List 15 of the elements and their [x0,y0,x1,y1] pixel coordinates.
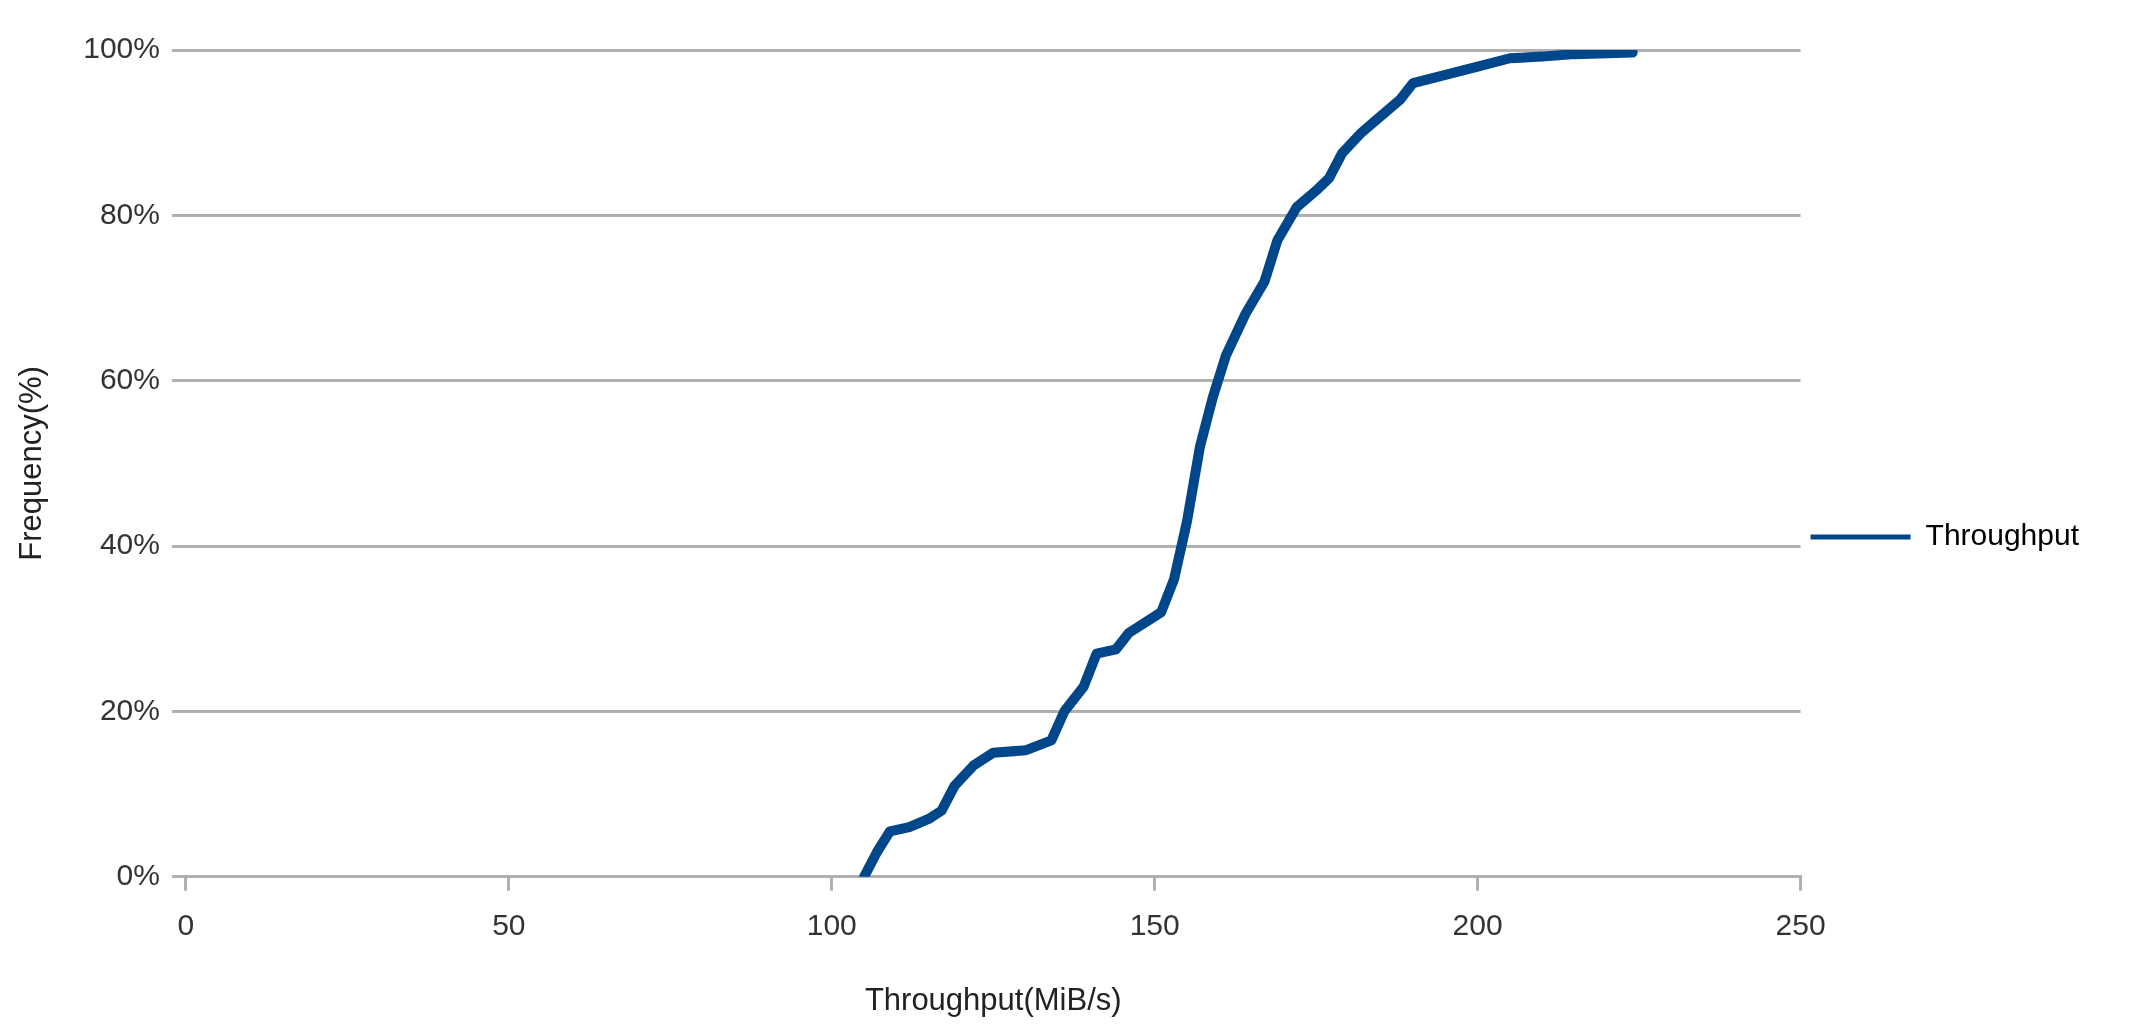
y-tick-label: 40% [99,527,160,561]
x-tick-label: 0 [177,908,195,942]
y-tick-label: 60% [99,361,160,395]
y-tick-label: 100% [83,31,160,65]
legend-label: Throughput [1925,518,2080,552]
y-tick-label: 80% [99,196,160,230]
x-axis-title: Throughput(MiB/s) [864,981,1122,1017]
x-tick-label: 250 [1775,908,1826,942]
x-tick-label: 50 [492,908,526,942]
y-tick-label: 20% [99,692,160,726]
y-axis-title: Frequency(%) [13,366,49,561]
x-tick-label: 100 [806,908,857,942]
x-tick-label: 200 [1452,908,1503,942]
x-tick-label: 150 [1129,908,1180,942]
y-tick-label: 0% [116,858,160,892]
